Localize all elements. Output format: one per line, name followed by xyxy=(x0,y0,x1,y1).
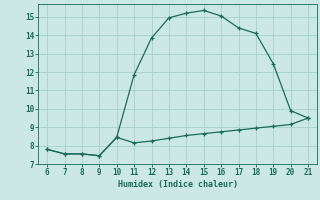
X-axis label: Humidex (Indice chaleur): Humidex (Indice chaleur) xyxy=(118,180,238,189)
